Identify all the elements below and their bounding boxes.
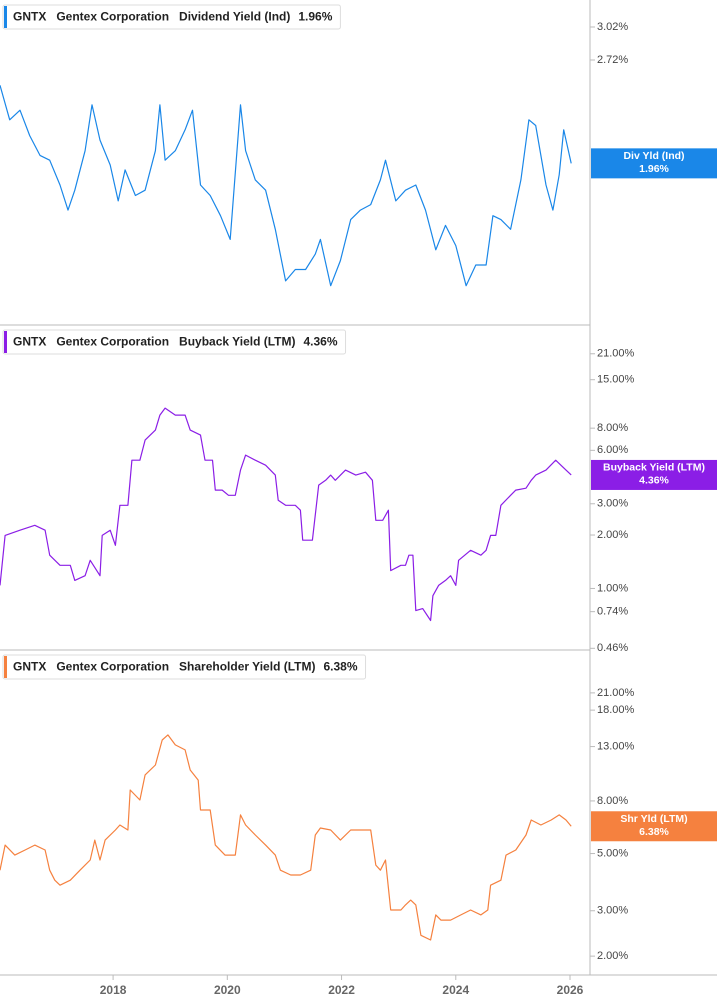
legend-box: [2, 329, 347, 355]
legend-swatch: [4, 331, 7, 353]
x-tick-label: 2020: [214, 983, 241, 997]
legend-text: 1.96%: [298, 10, 332, 24]
value-badge: [591, 811, 717, 842]
value-badge: [591, 459, 717, 490]
y-tick-label: 13.00%: [597, 740, 635, 752]
legend-text: Buyback Yield (LTM): [179, 335, 295, 349]
y-tick-label: 2.00%: [597, 529, 628, 541]
badge-tag: Div Yld (Ind): [623, 150, 684, 162]
legend-text: 4.36%: [304, 335, 338, 349]
value-badge: [591, 148, 717, 179]
legend-text: Gentex Corporation: [56, 335, 169, 349]
legend-box: [2, 654, 367, 680]
legend-text: GNTX: [13, 10, 46, 24]
y-tick-label: 15.00%: [597, 374, 635, 386]
badge-value: 4.36%: [639, 475, 669, 487]
y-tick-label: 21.00%: [597, 687, 635, 699]
legend-text: Gentex Corporation: [56, 10, 169, 24]
legend: GNTX Gentex Corporation Buyback Yield (LTM…: [2, 329, 347, 355]
legend: GNTX Gentex Corporation Dividend Yield (In…: [2, 4, 341, 30]
legend-text: Gentex Corporation: [56, 660, 169, 674]
y-tick-label: 3.02%: [597, 21, 628, 33]
legend: GNTX Gentex Corporation Shareholder Yield …: [2, 654, 367, 680]
y-tick-label: 0.46%: [597, 642, 628, 654]
y-tick-label: 6.00%: [597, 444, 628, 456]
legend-text: Dividend Yield (Ind): [179, 10, 290, 24]
legend-box: [2, 4, 341, 30]
badge-tag: Buyback Yield (LTM): [603, 462, 705, 474]
y-tick-label: 2.00%: [597, 950, 628, 962]
badge-value: 6.38%: [639, 826, 669, 838]
legend-swatch: [4, 656, 7, 678]
x-tick-label: 2018: [100, 983, 127, 997]
y-tick-label: 18.00%: [597, 704, 635, 716]
y-tick-label: 5.00%: [597, 847, 628, 859]
series-line: [0, 734, 572, 941]
legend-swatch: [4, 6, 7, 28]
x-tick-label: 2024: [442, 983, 469, 997]
y-tick-label: 1.00%: [597, 582, 628, 594]
y-tick-label: 21.00%: [597, 348, 635, 360]
badge-value: 1.96%: [639, 163, 669, 175]
y-tick-label: 3.00%: [597, 498, 628, 510]
series-line: [0, 85, 572, 287]
legend-text: 6.38%: [324, 660, 358, 674]
y-tick-label: 3.00%: [597, 905, 628, 917]
legend-text: Shareholder Yield (LTM): [179, 660, 315, 674]
y-tick-label: 0.74%: [597, 606, 628, 618]
legend-text: GNTX: [13, 660, 46, 674]
series-line: [0, 407, 572, 622]
y-tick-label: 2.72%: [597, 54, 628, 66]
badge-tag: Shr Yld (LTM): [620, 813, 687, 825]
x-tick-label: 2026: [557, 983, 584, 997]
y-tick-label: 8.00%: [597, 795, 628, 807]
legend-text: GNTX: [13, 335, 46, 349]
x-tick-label: 2022: [328, 983, 355, 997]
y-tick-label: 8.00%: [597, 422, 628, 434]
